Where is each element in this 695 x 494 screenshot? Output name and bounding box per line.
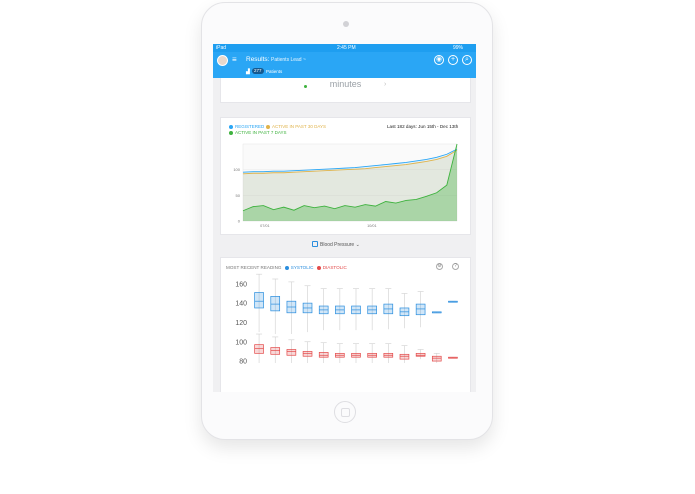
- box: [254, 292, 264, 309]
- legend-active-30[interactable]: ACTIVE IN PAST 30 DAYS: [266, 124, 326, 129]
- activity-chart-card: REGISTERED ACTIVE IN PAST 30 DAYS ACTIVE…: [220, 117, 471, 235]
- y-tick-label: 100: [233, 167, 240, 172]
- app-header: ≡ Results: Patients Lead ~ ▟ 277 Patient…: [213, 52, 476, 78]
- avatar[interactable]: [217, 55, 228, 66]
- bp-box-plot: 80 100 120 140 160: [235, 273, 458, 366]
- search-icon[interactable]: ⌕: [462, 55, 472, 65]
- filter-dropdown[interactable]: Patients Lead ~: [271, 57, 306, 63]
- y-tick-label: 0: [238, 219, 241, 224]
- x-tick-label: 07/01: [260, 224, 270, 228]
- x-tick-label: 10/01: [367, 224, 377, 228]
- metric-selector-label: Blood Pressure: [320, 242, 355, 248]
- plus-icon[interactable]: +: [448, 55, 458, 65]
- box: [286, 349, 297, 356]
- legend-dot: [266, 124, 270, 129]
- box: [318, 352, 329, 358]
- carrier-label: iPad: [216, 45, 227, 51]
- box: [431, 355, 442, 362]
- legend-label: ACTIVE IN PAST 30 DAYS: [272, 124, 327, 129]
- stat-card[interactable]: minutes ›: [220, 78, 471, 103]
- y-tick-label: 80: [239, 359, 247, 366]
- legend-label: ACTIVE IN PAST 7 DAYS: [235, 130, 287, 135]
- y-tick-label: 120: [235, 320, 247, 327]
- eye-icon[interactable]: ◉: [434, 55, 444, 65]
- camera-dot: [343, 21, 349, 27]
- cart-icon: ▟: [246, 69, 250, 75]
- date-range-label: Last 182 days: Jun 15th - Dec 13th: [387, 124, 459, 129]
- series-area: [243, 150, 457, 221]
- home-button[interactable]: [334, 401, 356, 423]
- page-title: Results:: [246, 56, 270, 63]
- help-icon[interactable]: ?: [452, 263, 459, 270]
- blood-pressure-icon: [312, 241, 318, 247]
- bp-chart-header: MOST RECENT READING SYSTOLIC DIASTOLIC: [226, 265, 347, 270]
- box: [415, 303, 426, 316]
- legend-label: REGISTERED: [235, 124, 265, 129]
- status-bar: iPad 2:45 PM 99%: [213, 44, 476, 52]
- patient-count-label: Patients: [266, 69, 283, 74]
- activity-area-chart: 0 50 100 07/01 10/01: [233, 143, 458, 228]
- box: [302, 351, 313, 357]
- battery-label: 99%: [453, 45, 464, 51]
- box: [399, 353, 410, 360]
- stat-label: minutes: [329, 79, 362, 89]
- systolic-legend-label[interactable]: SYSTOLIC: [290, 265, 314, 270]
- bp-chart-card: MOST RECENT READING SYSTOLIC DIASTOLIC ⚙…: [220, 257, 471, 392]
- box: [270, 296, 281, 312]
- home-button-glyph: [341, 408, 350, 417]
- y-tick-label: 160: [235, 281, 247, 288]
- series-area: [243, 149, 457, 221]
- chevron-down-icon: ⌄: [355, 242, 360, 248]
- diastolic-dot: [316, 265, 321, 270]
- patient-count-badge: 277: [252, 68, 264, 74]
- series-line: [242, 148, 458, 173]
- legend-dot: [229, 124, 233, 129]
- series-line: [242, 149, 458, 175]
- y-tick-label: 140: [235, 301, 247, 308]
- app-screen: iPad 2:45 PM 99% ≡ Results: Patients Lea…: [213, 44, 476, 392]
- legend-dot: [229, 130, 233, 135]
- metric-selector[interactable]: Blood Pressure ⌄: [312, 241, 360, 248]
- gear-icon[interactable]: ⚙: [436, 263, 443, 270]
- series-line: [242, 143, 458, 212]
- bp-header-label: MOST RECENT READING: [226, 265, 282, 270]
- status-dot: [304, 85, 307, 88]
- box: [270, 347, 281, 355]
- legend-active-7[interactable]: ACTIVE IN PAST 7 DAYS: [229, 130, 287, 135]
- clock-label: 2:45 PM: [337, 45, 356, 51]
- diastolic-legend-label[interactable]: DIASTOLIC: [322, 265, 347, 270]
- series-area: [243, 144, 457, 221]
- systolic-dot: [284, 265, 289, 270]
- y-tick-label: 100: [235, 339, 247, 346]
- y-tick-label: 50: [236, 193, 241, 198]
- menu-icon[interactable]: ≡: [232, 55, 237, 64]
- chevron-right-icon: ›: [384, 81, 387, 88]
- legend-registered[interactable]: REGISTERED: [229, 124, 264, 129]
- box: [254, 344, 264, 354]
- box: [415, 352, 426, 357]
